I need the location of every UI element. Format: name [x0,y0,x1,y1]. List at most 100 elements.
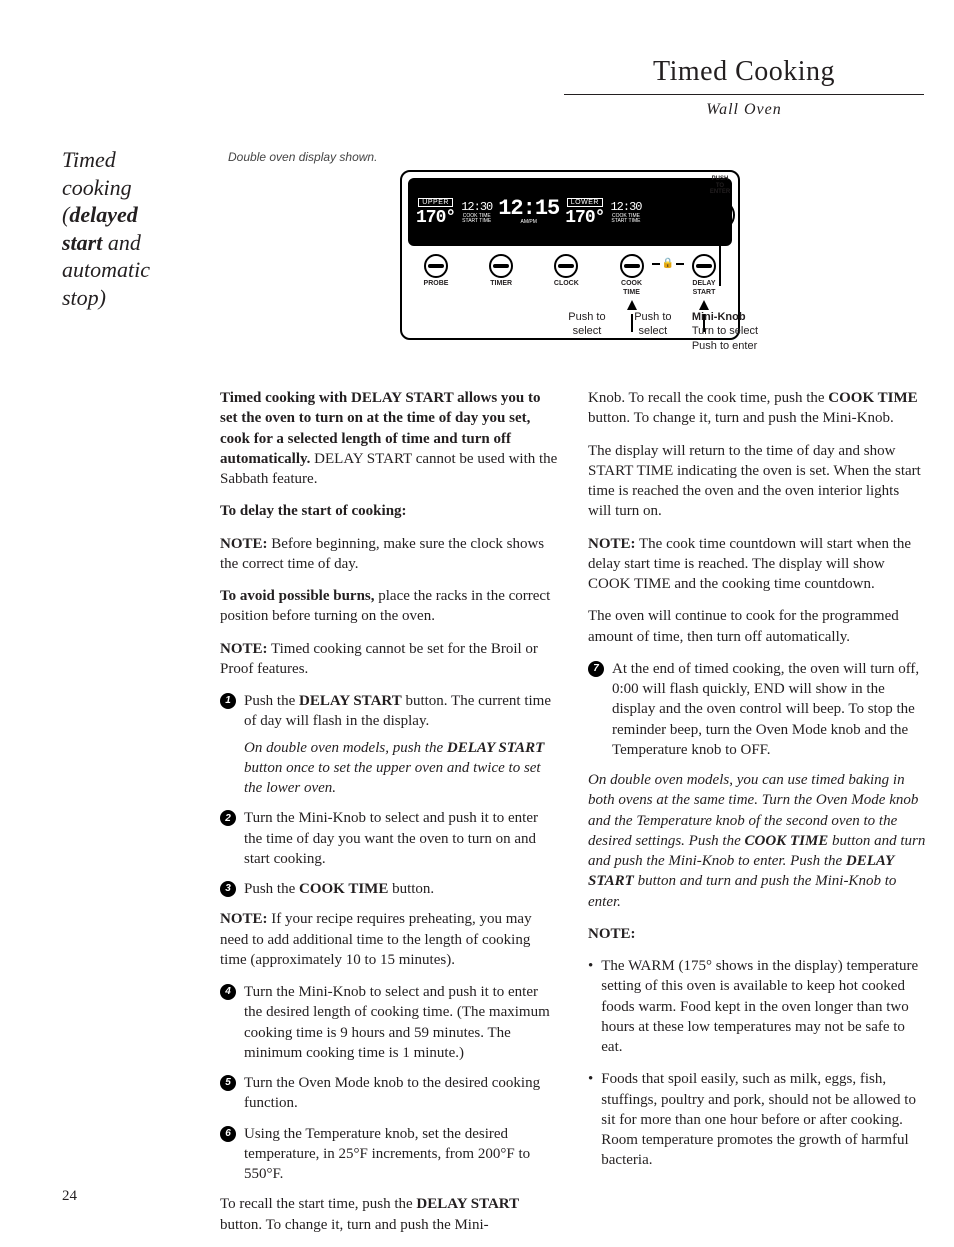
arrow-stem [719,246,721,286]
step-body: Push the DELAY START button. The current… [244,691,558,798]
step-number-icon: 5 [220,1075,236,1091]
step-number-icon: 3 [220,881,236,897]
mini-knob-diagram: PUSH TO ENTER [690,176,750,286]
note-preheat: NOTE: If your recipe requires preheating… [220,909,558,970]
knob-label: CLOCK [554,280,579,287]
heading-line: start and [62,229,202,257]
mini-knob-label: ENTER [690,189,750,196]
upper-sub: START TIME [462,219,491,225]
mini-knob-label: TO [690,183,750,190]
burn-warning: To avoid possible burns, place the racks… [220,586,558,627]
note-broil-proof: NOTE: Timed cooking cannot be set for th… [220,639,558,680]
knob-label: TIMER [490,280,512,287]
step-number-icon: 6 [220,1126,236,1142]
display-screen: UPPER 170° 12:30 COOK TIME START TIME 12… [408,178,732,246]
step-body: Turn the Mini-Knob to select and push it… [244,982,558,1063]
page-number: 24 [62,1188,77,1205]
step-7: 7 At the end of timed cooking, the oven … [588,659,926,760]
bullet-text: Foods that spoil easily, such as milk, e… [601,1069,926,1170]
ampm-label: AM/PM [521,220,537,226]
double-oven-note: On double oven models, you can use timed… [588,770,926,912]
step-3: 3 Push the COOK TIME button. [220,879,558,899]
upper-temp: 170° [416,209,455,227]
callout-delay-start: Push to select [626,310,680,353]
heading-line: automatic [62,256,202,284]
intro-paragraph: Timed cooking with DELAY START allows yo… [220,388,558,489]
bullet-text: The WARM (175° shows in the display) tem… [601,956,926,1057]
clock-time: 12:15 [498,198,559,220]
heading-line: cooking [62,174,202,202]
clock-segment: 12:15 AM/PM [498,184,559,240]
knob-label: COOK [621,280,642,287]
section-heading: Timed cooking (delayed start and automat… [62,146,202,311]
step-1: 1 Push the DELAY START button. The curre… [220,691,558,798]
left-column: Timed cooking with DELAY START allows yo… [220,388,558,1247]
lower-time-segment: 12:30 COOK TIME START TIME [610,184,641,240]
page-subtitle: Wall Oven [564,101,924,119]
knob-icon [489,254,513,278]
step-body: Turn the Mini-Knob to select and push it… [244,808,558,869]
callout-mini-knob: Mini-Knob Turn to select Push to enter [692,310,780,353]
knob-label: PROBE [424,280,449,287]
knob-label: START [693,289,716,296]
knob-icon [424,254,448,278]
upper-time: 12:30 [461,200,492,214]
step-number-icon: 2 [220,810,236,826]
step-subnote: On double oven models, push the DELAY ST… [244,738,558,799]
body-columns: Timed cooking with DELAY START allows yo… [220,388,926,1247]
note-heading: NOTE: [588,924,926,944]
header-rule [564,94,924,95]
bullet-spoil: • Foods that spoil easily, such as milk,… [588,1069,926,1170]
upper-label: UPPER [418,198,453,207]
auto-off: The oven will continue to cook for the p… [588,606,926,647]
mini-knob-label: PUSH [690,176,750,183]
lower-temp: 170° [565,209,604,227]
step-body: Push the COOK TIME button. [244,879,558,899]
diagram-caption: Double oven display shown. [228,150,377,164]
right-column: Knob. To recall the cook time, push the … [588,388,926,1247]
heading-line: (delayed [62,201,202,229]
clock-knob: CLOCK [546,254,586,287]
delay-start-heading: To delay the start of cooking: [220,501,558,521]
recall-cook-time: Knob. To recall the cook time, push the … [588,388,926,429]
page-header: Timed Cooking Wall Oven [564,56,924,119]
step-number-icon: 7 [588,661,604,677]
step-body: Using the Temperature knob, set the desi… [244,1124,558,1185]
mini-knob-icon [705,200,735,230]
manual-page: Timed Cooking Wall Oven Timed cooking (d… [0,0,954,1235]
lower-sub: START TIME [611,219,640,225]
step-body: At the end of timed cooking, the oven wi… [612,659,926,760]
heading-line: Timed [62,146,202,174]
step-number-icon: 4 [220,984,236,1000]
step-number-icon: 1 [220,693,236,709]
knob-label: TIME [623,289,640,296]
step-body: Turn the Oven Mode knob to the desired c… [244,1073,558,1114]
knob-icon [620,254,644,278]
note-countdown: NOTE: The cook time countdown will start… [588,534,926,595]
heading-line: stop) [62,284,202,312]
step-2: 2 Turn the Mini-Knob to select and push … [220,808,558,869]
bullet-icon: • [588,956,593,1057]
lower-time: 12:30 [610,200,641,214]
lower-label: LOWER [567,198,603,207]
lock-separator: 🔒 [652,258,684,269]
recall-start-time: To recall the start time, push the DELAY… [220,1194,558,1235]
bullet-warm: • The WARM (175° shows in the display) t… [588,956,926,1057]
lock-icon: 🔒 [662,258,674,269]
step-6: 6 Using the Temperature knob, set the de… [220,1124,558,1185]
bullet-icon: • [588,1069,593,1170]
probe-knob: PROBE [416,254,456,287]
arrow-icon [715,234,725,244]
display-return: The display will return to the time of d… [588,441,926,522]
lower-oven-segment: LOWER 170° [565,184,604,240]
knob-icon [554,254,578,278]
callout-cook-time: Push to select [560,310,614,353]
timer-knob: TIMER [481,254,521,287]
note-clock: NOTE: Before beginning, make sure the cl… [220,534,558,575]
page-title: Timed Cooking [564,56,924,88]
arrow-icon [699,300,709,310]
step-5: 5 Turn the Oven Mode knob to the desired… [220,1073,558,1114]
upper-time-segment: 12:30 COOK TIME START TIME [461,184,492,240]
step-4: 4 Turn the Mini-Knob to select and push … [220,982,558,1063]
arrow-icon [627,300,637,310]
